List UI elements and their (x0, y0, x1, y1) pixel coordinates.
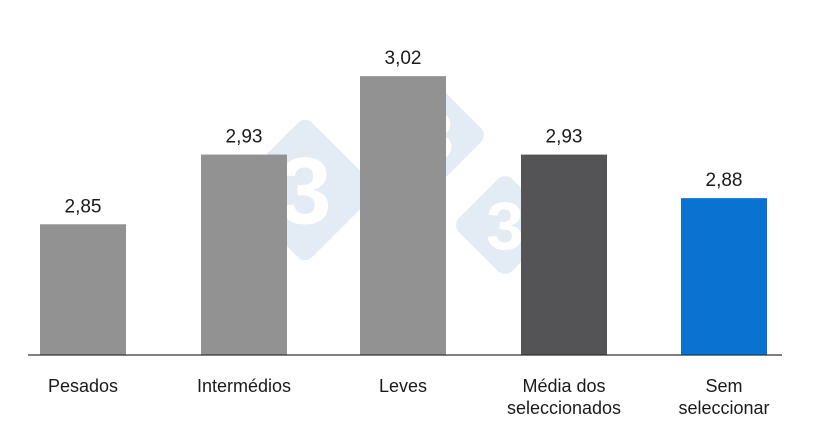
bar-4 (521, 154, 607, 355)
category-label-line: seleccionar (678, 398, 769, 418)
value-label-4: 2,93 (546, 127, 583, 148)
value-label-2: 2,93 (226, 127, 263, 148)
category-label-1: Pesados (48, 376, 118, 396)
category-label-5: Sem seleccionar (678, 376, 769, 418)
bars-group (40, 76, 767, 356)
category-labels-group: Pesados Intermédios Leves Média dos seleccio… (48, 376, 770, 418)
category-label-3: Leves (379, 376, 427, 396)
category-label-2: Intermédios (197, 376, 291, 396)
category-label-4: Média dos seleccionados (507, 376, 621, 418)
category-label-line: Intermédios (197, 376, 291, 396)
bar-5 (681, 198, 767, 355)
bar-3 (360, 76, 446, 356)
watermark-digit: 3 (279, 139, 332, 245)
category-label-line: Média dos (522, 376, 605, 396)
value-label-5: 2,88 (706, 170, 743, 191)
category-label-line: Sem (705, 376, 742, 396)
value-label-3: 3,02 (385, 48, 422, 69)
bar-1 (40, 224, 126, 355)
watermark-digit: 3 (486, 188, 524, 264)
value-labels-group: 2,85 2,93 3,02 2,93 2,88 (65, 48, 743, 217)
bar-2 (201, 154, 287, 355)
category-label-line: Pesados (48, 376, 118, 396)
category-label-line: seleccionados (507, 398, 621, 418)
value-label-1: 2,85 (65, 196, 102, 217)
category-label-line: Leves (379, 376, 427, 396)
